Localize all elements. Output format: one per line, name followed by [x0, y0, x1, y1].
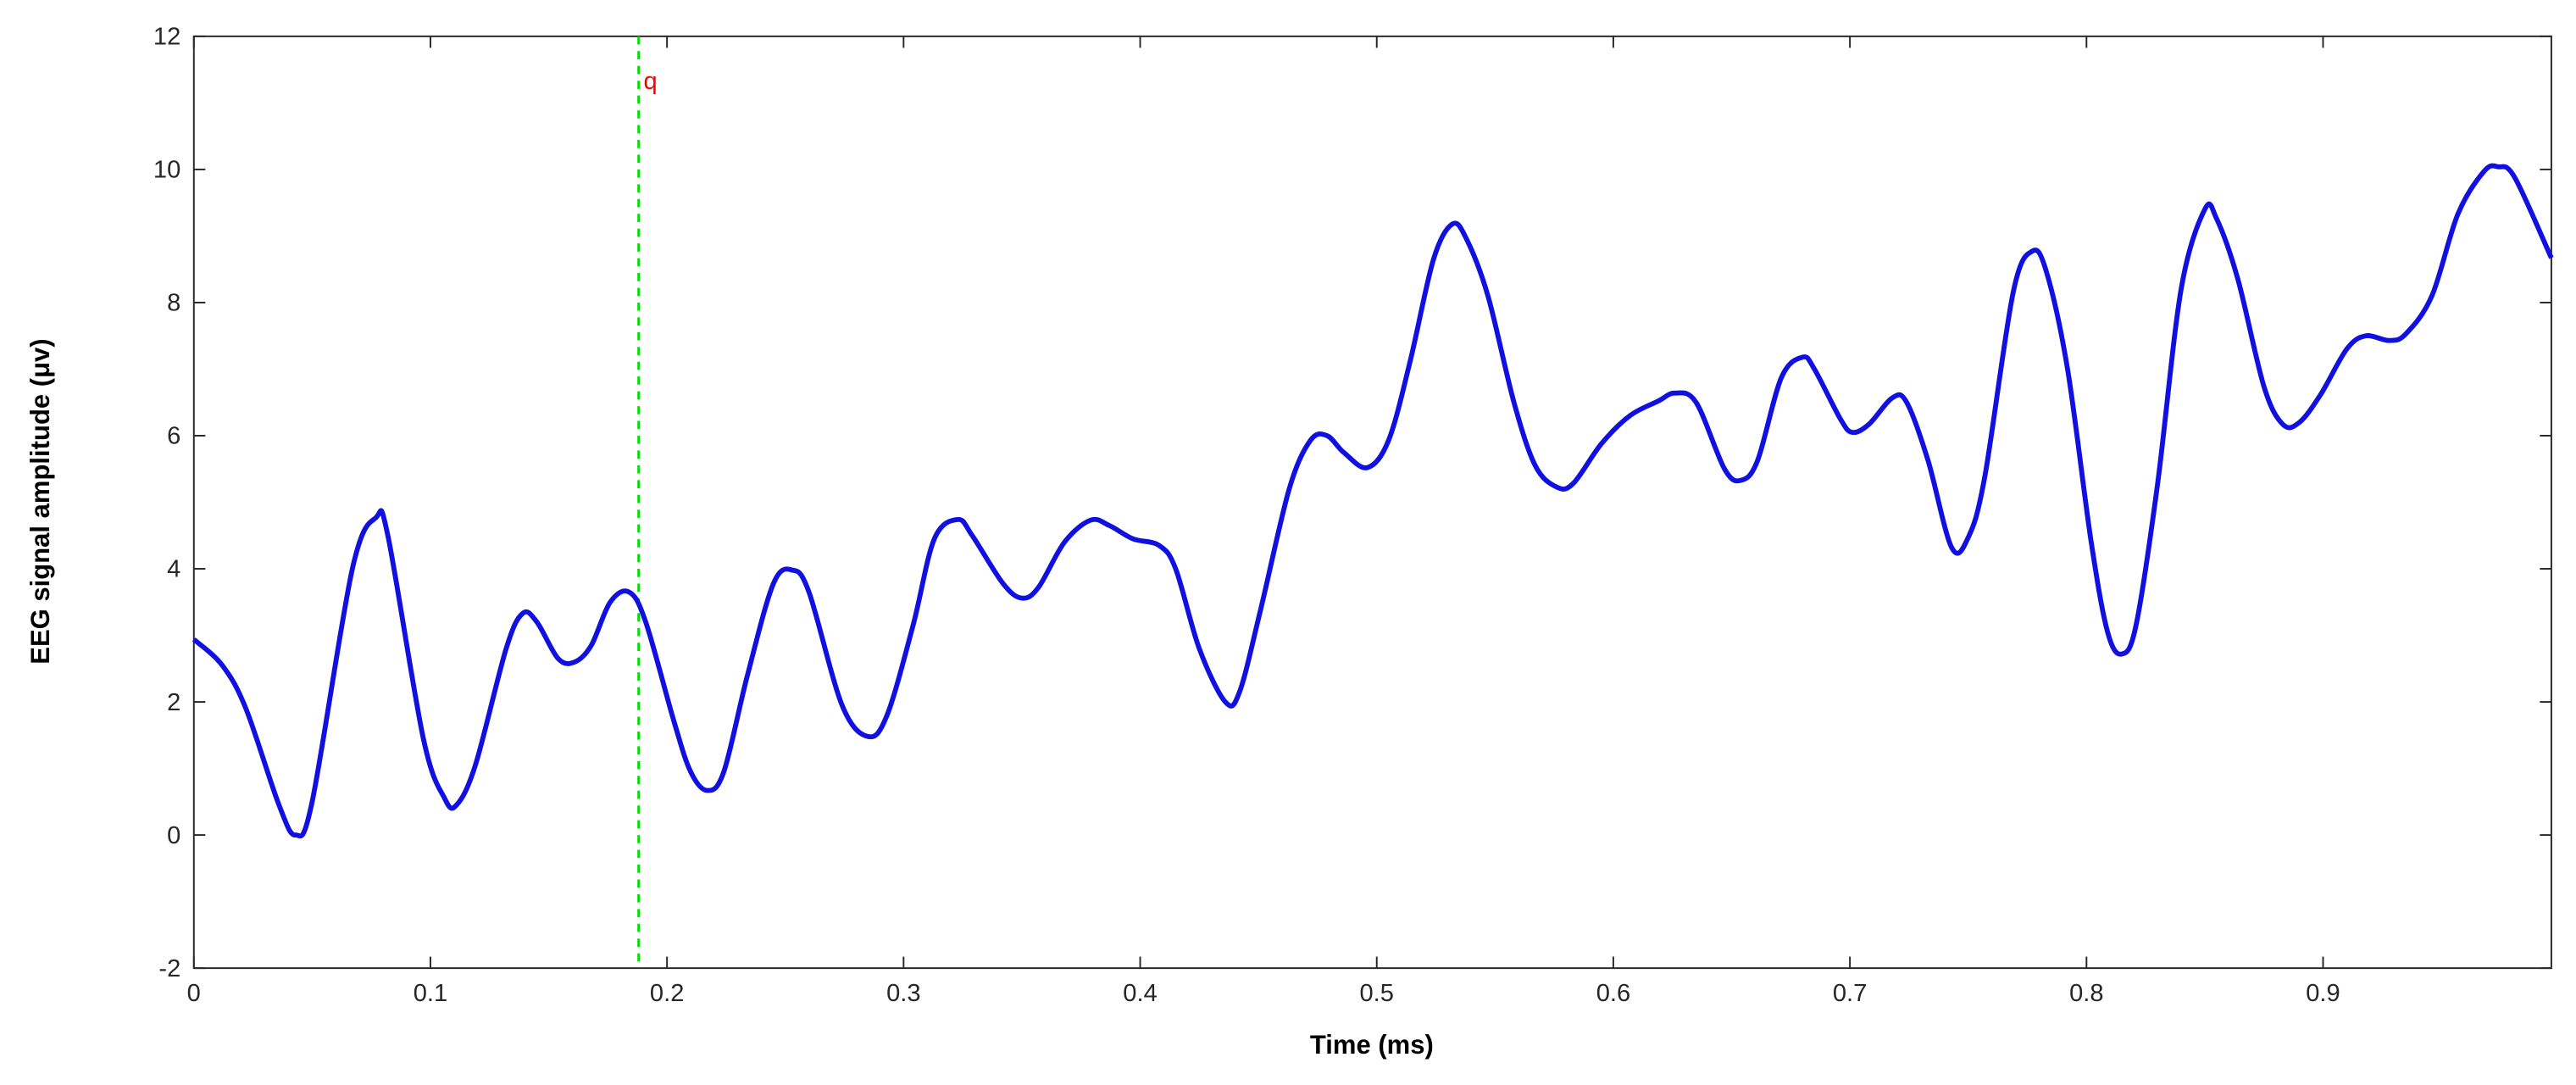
y-tick-label: -2 — [158, 955, 180, 982]
signal-line — [192, 163, 2554, 839]
x-tick-label: 0.5 — [1360, 980, 1394, 1007]
y-tick-label: 6 — [167, 423, 180, 450]
marker-label: q — [643, 68, 657, 95]
y-tick-label: 0 — [167, 822, 180, 849]
x-tick-label: 0.3 — [886, 980, 920, 1007]
y-tick-label: 12 — [153, 24, 180, 51]
x-axis-label: Time (ms) — [1310, 1030, 1434, 1060]
x-tick-label: 0.6 — [1596, 980, 1630, 1007]
y-tick-label: 8 — [167, 290, 180, 317]
x-tick-label: 0.8 — [2069, 980, 2103, 1007]
y-tick-label: 10 — [153, 157, 180, 184]
x-tick-label: 0 — [187, 980, 201, 1007]
y-axis-label: EEG signal amplitude (μv) — [25, 338, 55, 664]
x-tick-label: 0.9 — [2306, 980, 2340, 1007]
x-tick-label: 0.2 — [650, 980, 684, 1007]
x-tick-label: 0.1 — [414, 980, 447, 1007]
plot-area — [192, 35, 2552, 970]
y-tick-label: 2 — [167, 689, 180, 716]
x-tick-label: 0.7 — [1833, 980, 1867, 1007]
y-tick-label: 4 — [167, 556, 180, 583]
x-tick-label: 0.4 — [1123, 980, 1157, 1007]
